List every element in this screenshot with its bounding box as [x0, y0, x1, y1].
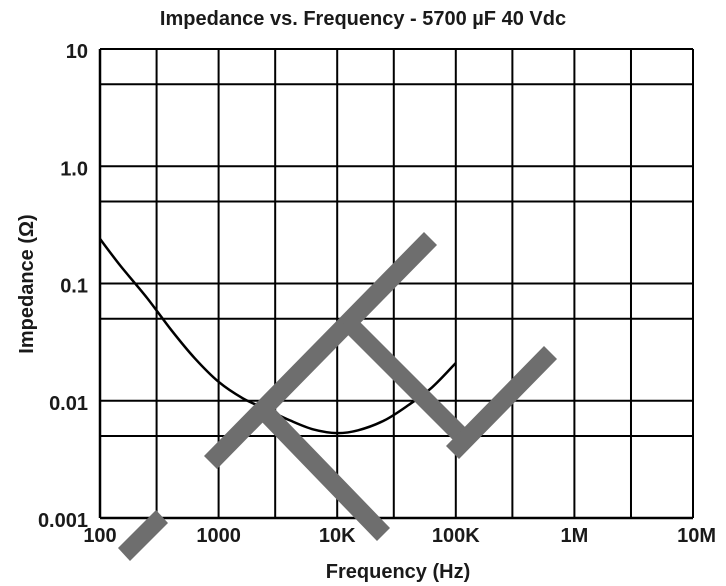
x-tick-label: 100K [432, 525, 480, 547]
x-tick-label: 100 [83, 525, 116, 547]
grid [98, 48, 694, 520]
y-tick-label: 10 [66, 41, 88, 63]
y-tick-label: 0.001 [38, 510, 88, 532]
x-tick-label: 10K [319, 525, 356, 547]
x-tick-label: 1M [561, 525, 589, 547]
y-tick-label: 1.0 [60, 158, 88, 180]
watermark-stroke [118, 510, 168, 561]
x-tick-label: 1000 [196, 525, 241, 547]
chart-title: Impedance vs. Frequency - 5700 µF 40 Vdc [159, 8, 567, 30]
watermark-stroke [204, 232, 437, 469]
y-tick-label: 0.01 [49, 393, 88, 415]
watermark-stroke [260, 407, 390, 541]
x-tick-label: 10M [677, 525, 716, 547]
watermark [118, 232, 557, 561]
y-tick-label: 0.1 [60, 276, 88, 298]
tick-labels: 100 1000 10K 100K 1M 10M 10 1.0 0.1 0.01 0.001 [38, 41, 716, 547]
watermark-stroke [340, 314, 473, 448]
y-axis-label: Impedance (Ω) [16, 214, 38, 353]
x-axis-label: Frequency (Hz) [326, 561, 470, 583]
watermark-stroke [446, 346, 557, 459]
